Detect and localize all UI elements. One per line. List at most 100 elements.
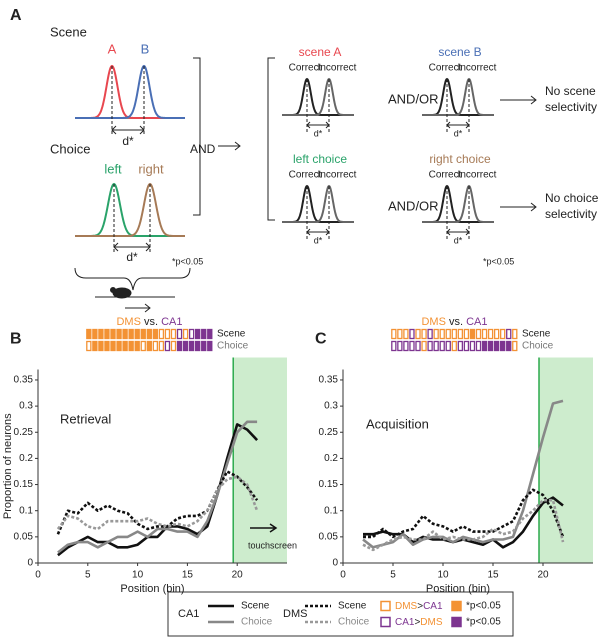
condition-title: scene B (438, 45, 481, 59)
legend-square (380, 600, 391, 612)
sig-square (158, 328, 165, 340)
curve (75, 182, 185, 237)
x-tick-label: 0 (340, 570, 346, 581)
sig-square (92, 328, 98, 340)
sig-square (134, 340, 140, 352)
sig-square (128, 340, 134, 352)
series-line (57, 420, 258, 554)
y-tick-label: 0.15 (319, 479, 339, 490)
incorrect-label: Incorrect (458, 170, 497, 181)
d-arrow (111, 125, 145, 135)
sig-square (116, 328, 122, 340)
x-axis-label: Position (bin) (120, 583, 184, 595)
legend-label: Choice (338, 617, 370, 628)
annotation: Retrieval (60, 411, 111, 426)
sig-square (512, 328, 518, 340)
sig-square (110, 328, 116, 340)
d-arrow (446, 228, 470, 236)
sig-square (439, 340, 445, 352)
and-label: AND (190, 142, 216, 156)
sig-square (146, 328, 152, 340)
x-tick-label: 10 (437, 570, 449, 581)
sig-square (457, 340, 464, 352)
sig-square (170, 340, 177, 352)
sig-square (403, 328, 409, 340)
sig-square (506, 328, 512, 340)
y-tick-label: 0.25 (319, 427, 339, 438)
header-part: vs. (144, 316, 158, 328)
header-part: CA1 (466, 316, 487, 328)
x-tick-label: 0 (35, 570, 41, 581)
sig-square (122, 328, 128, 340)
sig-square (140, 328, 146, 340)
correct-label: Correct (289, 63, 322, 74)
outcome: No choice (545, 191, 599, 205)
choice-left: left (104, 161, 122, 176)
legend-label: DMS>CA1 (395, 601, 443, 612)
header-part: CA1 (161, 316, 182, 328)
sig-square (469, 340, 476, 352)
p-note: *p<0.05 (172, 256, 203, 266)
scene-a: A (108, 41, 117, 56)
legend-group: DMS (283, 608, 307, 620)
sig-square (481, 328, 488, 340)
bracket (267, 57, 275, 221)
brace (74, 267, 191, 291)
and-or: AND/OR (388, 198, 439, 213)
legend-part: CA1 (423, 601, 443, 612)
sig-square (433, 328, 439, 340)
sig-square (415, 340, 421, 352)
sig-row-label: Scene (522, 329, 551, 340)
x-tick-label: 20 (537, 570, 549, 581)
sig-square (158, 340, 165, 352)
sig-square (207, 340, 213, 352)
scene-title: Scene (50, 24, 87, 39)
sig-square (445, 340, 451, 352)
legend-square (451, 600, 462, 612)
sig-square (397, 340, 403, 352)
curve (75, 64, 185, 119)
sig-square (128, 328, 134, 340)
legend-label: Scene (241, 601, 270, 612)
curve (282, 184, 354, 223)
y-tick-label: 0.2 (19, 453, 33, 464)
sig-square (391, 328, 397, 340)
legend-group: CA1 (178, 608, 199, 620)
sig-square (164, 340, 171, 352)
sig-square (146, 340, 152, 352)
sig-header: DMS vs. CA1 (116, 316, 182, 328)
bracket (193, 57, 201, 216)
sig-square (433, 340, 439, 352)
y-tick-label: 0.3 (324, 401, 338, 412)
sig-square (475, 340, 482, 352)
curve (422, 184, 494, 223)
d-star: d* (126, 250, 138, 264)
sig-header: DMS vs. CA1 (421, 316, 487, 328)
sig-square (500, 340, 506, 352)
d-star: d* (454, 235, 463, 245)
series-line (57, 423, 259, 557)
touchscreen-zone (539, 357, 593, 563)
y-axis-label: Proportion of neurons (2, 413, 14, 519)
choice-right: right (138, 161, 164, 176)
condition-title: left choice (293, 152, 347, 166)
sig-square (188, 340, 195, 352)
correct-label: Correct (289, 170, 322, 181)
sig-square (152, 340, 159, 352)
sig-square (463, 328, 470, 340)
curve (75, 182, 185, 237)
d-star: d* (314, 128, 323, 138)
sig-square (427, 340, 433, 352)
sig-square (104, 340, 110, 352)
d-arrow (113, 242, 151, 252)
annotation: touchscreen (248, 540, 297, 550)
y-tick-label: 0.35 (14, 375, 34, 386)
y-tick-label: 0.3 (19, 401, 33, 412)
sig-square (391, 340, 397, 352)
y-tick-label: 0 (332, 558, 338, 569)
sig-square (506, 340, 512, 352)
x-tick-label: 10 (132, 570, 144, 581)
sig-square (421, 328, 427, 340)
sig-square (451, 340, 457, 352)
